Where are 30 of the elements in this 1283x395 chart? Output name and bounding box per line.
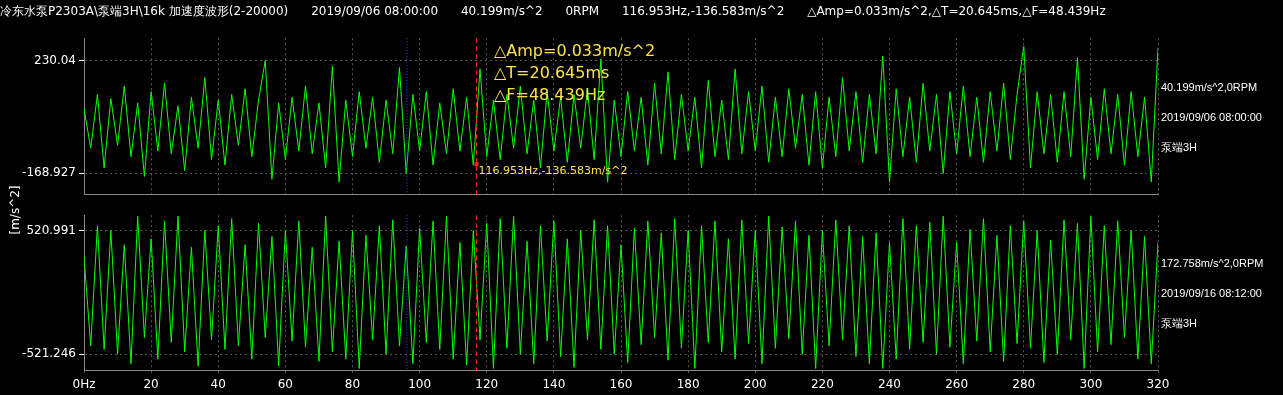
x-tick-label: 300 [1079,376,1103,391]
y-tick-label: 520.991 [26,222,76,237]
x-tick-label: 140 [542,376,566,391]
x-tick-label: 280 [1012,376,1036,391]
y-tick-label: -168.927 [22,165,76,180]
x-tick-label: 200 [743,376,767,391]
x-tick-label: 60 [277,376,294,391]
x-tick-label: 80 [344,376,361,391]
text: 泵端3H [1161,139,1199,155]
y-tick-label: 230.04 [34,52,76,67]
text: 40.199m/s^2,0RPM [1161,79,1259,95]
x-tick-label: 40 [210,376,226,391]
y-axis-title: [m/s^2] [7,185,22,235]
x-tick-label: 120 [475,376,499,391]
annotation: △Amp=0.033m/s^2 [494,41,656,61]
x-tick-label: 0Hz [72,376,96,391]
x-tick-label: 20 [143,376,159,391]
chart-title: 冷东水泵P2303A\泵端3H\16k 加速度波形(2-20000) 2019/09/06 08:00:00 40.199m/s^2 0RPM 116.953Hz,-136.583m/s^2 △Amp=0.033m/s^2,△T=20.645ms,△F=48.439Hz [0,3,1106,20]
x-tick-label: 180 [676,376,700,391]
x-tick-label: 220 [810,376,834,391]
text: 2019/09/16 08:12:00 [1161,285,1263,301]
x-tick-label: 260 [945,376,969,391]
text: 172.758m/s^2,0RPM [1161,255,1264,271]
text: 泵端3H [1161,315,1199,331]
x-tick-label: 160 [609,376,633,391]
x-tick-label: 240 [878,376,901,391]
x-tick-label: 100 [408,376,432,391]
text: 2019/09/06 08:00:00 [1161,109,1262,125]
x-tick-label: 320 [1146,376,1170,391]
y-tick-label: -521.246 [22,346,76,361]
